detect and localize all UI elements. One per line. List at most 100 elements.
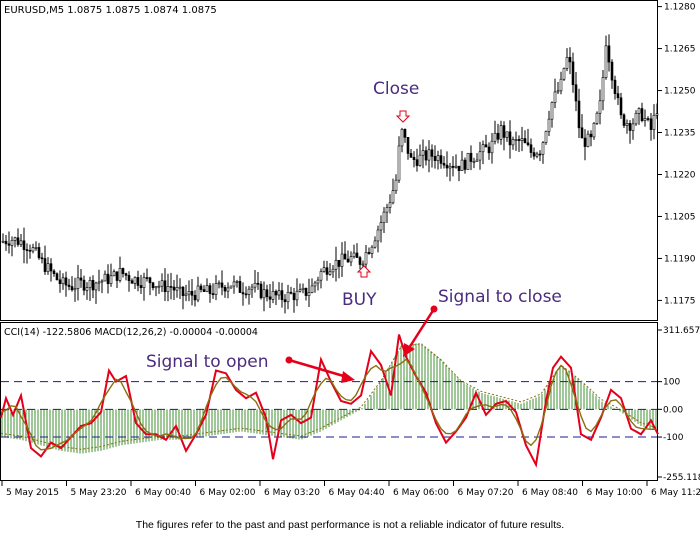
candle-body [559, 78, 563, 92]
candle-body [22, 240, 26, 250]
candle-body [550, 102, 554, 120]
candle-body [652, 114, 656, 130]
candle-body [343, 253, 347, 260]
candle-body [547, 118, 551, 132]
candle-body [199, 285, 203, 290]
candle-body [520, 138, 524, 141]
candle-body [466, 152, 470, 170]
time-axis-label: 5 May 2015 [6, 488, 59, 498]
candle-body [310, 285, 314, 293]
candle-body [493, 132, 497, 142]
candle-body [280, 290, 284, 300]
candle-body [607, 45, 611, 63]
candle-body [259, 283, 263, 299]
candle-body [181, 286, 185, 296]
candle-body [526, 142, 530, 146]
price-axis-label: 1.1235 [664, 129, 696, 139]
candle-body [523, 138, 527, 144]
candle-body [634, 112, 638, 125]
indicator-pane-frame [0, 322, 658, 481]
candle-body [541, 142, 545, 155]
candle-body [145, 277, 149, 279]
indicator-axis-label: -255.118 [663, 473, 700, 483]
candle-body [79, 277, 83, 281]
candle-body [340, 253, 344, 267]
price-pane-title: EURUSD,M5 1.0875 1.0875 1.0874 1.0875 [4, 5, 217, 16]
candle-body [532, 152, 536, 157]
candle-body [346, 258, 350, 263]
candle-body [568, 56, 572, 63]
candle-body [589, 133, 593, 138]
candle-body [355, 252, 359, 258]
candle-body [400, 129, 404, 147]
candle-body [481, 144, 485, 153]
candle-body [313, 282, 317, 287]
candle-body [136, 277, 140, 286]
candle-body [52, 270, 56, 274]
candle-body [4, 240, 8, 245]
price-pane-frame [0, 0, 658, 321]
time-axis-label: 6 May 00:40 [135, 488, 191, 498]
candle-body [334, 259, 338, 270]
candle-body [397, 145, 401, 181]
indicator-axis-label: 311.6573 [663, 326, 700, 336]
candle-body [394, 179, 398, 192]
candle-body [286, 291, 290, 303]
indicator-axis-label: -100 [663, 433, 684, 443]
candle-body [271, 291, 275, 300]
candle-body [214, 283, 218, 295]
candle-body [166, 286, 170, 293]
candle-body [256, 282, 260, 285]
candle-body [13, 237, 17, 241]
candle-body [436, 155, 440, 161]
candle-body [601, 77, 605, 102]
candle-body [640, 108, 644, 121]
candle-body [232, 281, 236, 287]
candle-body [244, 293, 248, 296]
candle-body [622, 114, 626, 126]
candle-body [604, 45, 608, 78]
cci-smoothed-line [0, 358, 656, 451]
price-axis-label: 1.1220 [664, 170, 696, 180]
candle-body [226, 287, 230, 292]
time-axis-label: 6 May 06:00 [393, 488, 449, 498]
candle-body [223, 287, 227, 292]
candle-body [625, 123, 629, 126]
candle-body [646, 118, 650, 120]
candle-body [10, 240, 14, 246]
candle-body [586, 133, 590, 147]
time-axis-label: 6 May 03:20 [264, 488, 320, 498]
candle-body [283, 299, 287, 303]
signal-open-arrow-line [288, 358, 348, 379]
candle-body [352, 252, 356, 257]
candle-body [217, 282, 221, 285]
candle-body [610, 61, 614, 81]
candle-body [469, 152, 473, 162]
annotation-signal-to-close: Signal to close [438, 287, 562, 307]
candle-body [304, 287, 308, 296]
sell-arrow-icon [395, 110, 411, 123]
candle-body [193, 295, 197, 301]
candle-body [388, 202, 392, 208]
candle-body [196, 285, 200, 301]
candle-body [235, 281, 239, 283]
candle-body [112, 271, 116, 277]
candle-body [364, 252, 368, 265]
candle-body [88, 280, 92, 288]
candle-body [37, 247, 41, 259]
candle-body [34, 247, 38, 249]
candle-body [613, 79, 617, 94]
candle-body [454, 165, 458, 168]
candle-body [229, 285, 233, 289]
candle-body [415, 159, 419, 166]
candle-body [370, 246, 374, 254]
time-axis-label: 6 May 08:40 [522, 488, 578, 498]
candle-body [490, 140, 494, 154]
candle-body [556, 90, 560, 93]
candle-body [175, 287, 179, 291]
candle-body [385, 207, 389, 213]
candle-body [562, 68, 566, 80]
candle-body [649, 118, 653, 130]
candle-body [643, 118, 647, 121]
candle-body [208, 285, 212, 294]
